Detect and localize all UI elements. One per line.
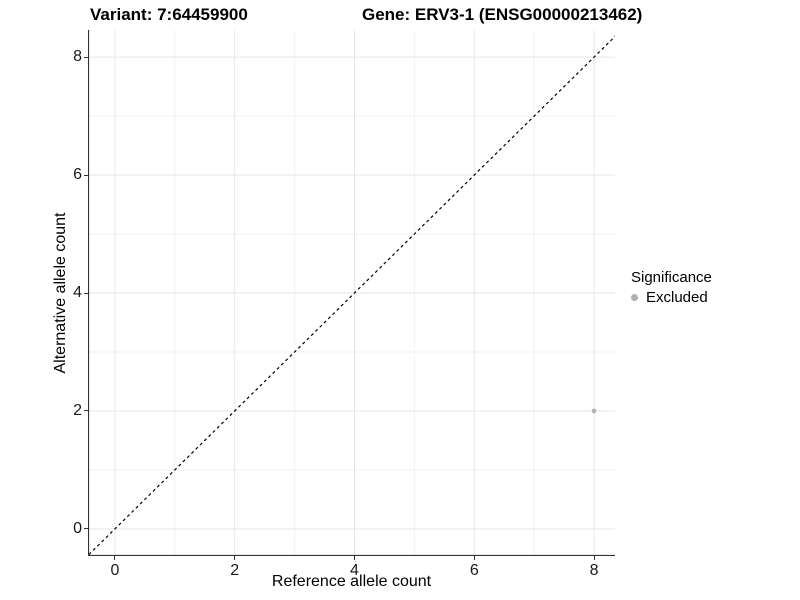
plot-title-variant: Variant: 7:64459900	[90, 5, 248, 24]
identity-dashed-line	[88, 35, 615, 556]
y-tick-label: 0	[73, 519, 82, 537]
y-tick-mark	[84, 410, 88, 412]
y-tick-mark	[84, 528, 88, 530]
legend-point-icon	[631, 294, 638, 301]
y-tick-label: 4	[73, 284, 82, 301]
x-tick-label: 6	[469, 562, 479, 579]
x-tick-mark	[114, 556, 116, 560]
x-tick-mark	[234, 556, 236, 560]
y-tick-mark	[84, 292, 88, 294]
x-tick-mark	[473, 556, 475, 560]
legend-item-excluded: Excluded	[631, 289, 712, 306]
legend-title: Significance	[631, 269, 712, 286]
legend: Significance Excluded	[631, 269, 712, 306]
plot-title-gene: Gene: ERV3-1 (ENSG00000213462)	[362, 5, 643, 24]
x-tick-label: 8	[589, 562, 599, 579]
y-tick-mark	[84, 174, 88, 176]
legend-item-label: Excluded	[646, 289, 708, 306]
data-point	[591, 408, 597, 414]
y-tick-mark	[84, 56, 88, 58]
plot-panel	[88, 30, 615, 556]
y-tick-label: 8	[73, 48, 82, 66]
x-tick-mark	[353, 556, 355, 560]
x-tick-label: 4	[350, 562, 359, 579]
y-tick-label: 2	[73, 401, 82, 419]
x-tick-label: 0	[110, 562, 120, 579]
x-tick-label: 2	[230, 562, 240, 579]
y-tick-label: 6	[73, 166, 82, 184]
x-axis-title: Reference allele count	[271, 573, 432, 590]
x-tick-mark	[593, 556, 595, 560]
